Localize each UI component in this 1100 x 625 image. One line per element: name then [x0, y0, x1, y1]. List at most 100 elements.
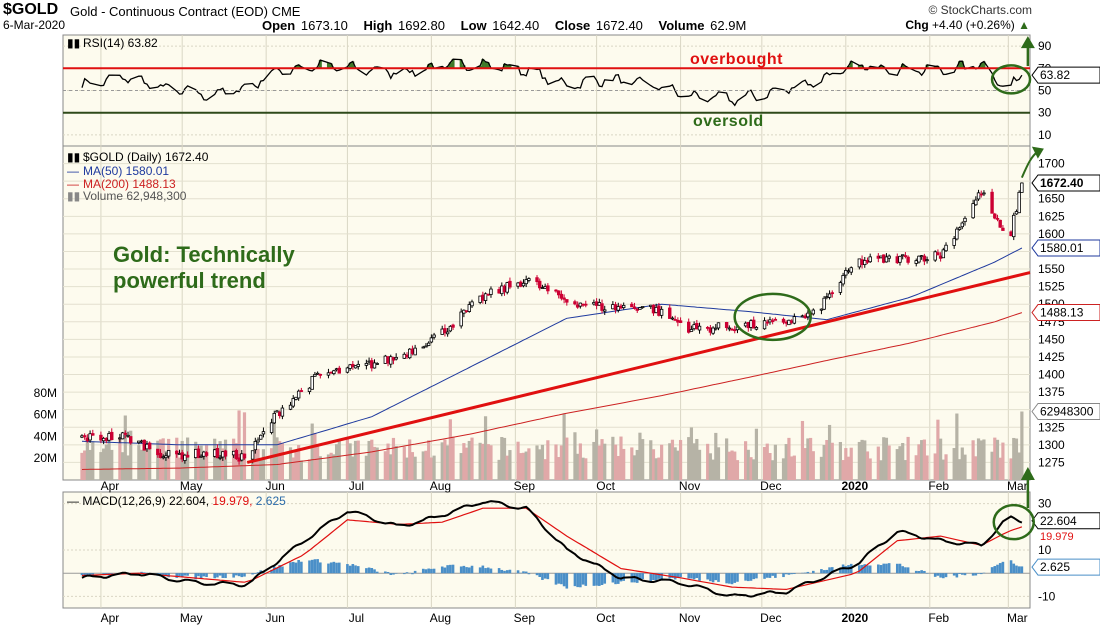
volume-bar	[183, 457, 187, 480]
volume-y-tick-label: 40M	[34, 429, 57, 443]
candle-body	[554, 289, 558, 292]
candle-body	[784, 321, 788, 324]
volume-bar	[316, 445, 320, 480]
volume-bar	[310, 423, 314, 480]
volume-bar	[963, 454, 967, 480]
candle-body	[505, 282, 509, 293]
macd-histogram-bar	[725, 573, 728, 584]
volume-bar	[500, 437, 504, 480]
candle-body	[638, 307, 642, 310]
macd-histogram-bar	[942, 573, 945, 579]
volume-bar	[689, 427, 694, 480]
volume-bar	[242, 412, 247, 480]
macd-histogram-bar	[432, 568, 436, 574]
macd-histogram-bar	[768, 573, 772, 578]
volume-bar	[976, 438, 981, 480]
volume-bar	[762, 447, 767, 480]
macd-histogram-bar	[367, 567, 371, 574]
volume-bar	[773, 444, 777, 480]
candle-body	[421, 346, 425, 349]
macd-histogram-bar	[806, 571, 810, 574]
macd-legend-part: 19.979,	[212, 494, 255, 508]
volume-legend-marker: ▮▮	[67, 189, 80, 203]
volume-y-tick-label: 20M	[34, 451, 57, 465]
ma200-value-label-tag	[1031, 304, 1100, 322]
macd-histogram-bar	[218, 573, 222, 576]
volume-bar	[194, 441, 198, 480]
candle-body	[196, 448, 201, 459]
ma50-legend-marker: —	[67, 164, 79, 178]
macd-histogram-bar	[297, 559, 300, 574]
brand-watermark[interactable]: © StockCharts.com	[928, 3, 1032, 17]
volume-bar	[167, 438, 171, 480]
volume-bar	[156, 440, 160, 480]
candle-body	[575, 304, 580, 308]
macd-histogram-bar	[901, 566, 904, 574]
candle-body	[971, 203, 975, 219]
macd-histogram-bar	[728, 573, 731, 584]
rsi-y-tick-label: 10	[1038, 128, 1052, 142]
candle-body	[957, 227, 962, 230]
candle-body	[654, 306, 658, 314]
candle-body	[768, 319, 772, 323]
candle-body	[275, 410, 279, 413]
candle-body	[535, 277, 539, 283]
candle-body	[481, 294, 485, 301]
candle-body	[256, 439, 260, 443]
candle-body	[600, 303, 604, 311]
macd-histogram-bar	[316, 559, 319, 574]
last-close-label: 1672.40	[1040, 176, 1084, 190]
candle-body	[556, 290, 561, 296]
candle-body	[863, 260, 867, 266]
macd-histogram-bar	[202, 573, 206, 577]
candle-body	[221, 451, 225, 458]
volume-value: 62.9M	[710, 18, 747, 33]
volume-bar	[649, 440, 653, 480]
candle-body	[803, 315, 807, 319]
candle-body	[594, 301, 599, 306]
macd-histogram-bar	[679, 573, 682, 578]
candle-body	[800, 315, 805, 318]
volume-bar	[735, 460, 740, 480]
candle-body	[1012, 214, 1016, 238]
volume-bar	[865, 451, 870, 480]
volume-bar	[611, 436, 615, 480]
volume-bar	[196, 446, 201, 480]
candle-body	[540, 287, 545, 289]
candle-body	[313, 374, 317, 377]
candle-body	[825, 296, 829, 299]
ma50-value-label: 1580.01	[1040, 241, 1084, 255]
candle-body	[538, 280, 542, 289]
volume-bar	[846, 456, 851, 480]
macd-histogram-bar	[468, 567, 471, 574]
macd-histogram-bar	[706, 573, 709, 580]
macd-legend-part: MACD(12,26,9)	[82, 494, 169, 508]
candle-body	[204, 452, 209, 456]
macd-histogram-bar	[481, 565, 485, 574]
volume-bar	[903, 460, 908, 480]
volume-value-label: 62948300	[1040, 405, 1094, 419]
macd-histogram-bar	[652, 573, 655, 581]
candle-body	[126, 434, 130, 437]
macd-histogram-bar	[952, 573, 956, 576]
macd-histogram-bar	[958, 573, 961, 574]
macd-x-tick-label: Nov	[679, 611, 700, 625]
macd-histogram-bar	[256, 572, 260, 574]
macd-histogram-bar	[83, 573, 86, 576]
volume-bar	[410, 452, 415, 480]
macd-histogram-bar	[868, 565, 872, 574]
candle-body	[486, 293, 490, 296]
up-arrow-icon: ▲	[1018, 18, 1030, 32]
price-y-tick-label: 1625	[1038, 209, 1065, 223]
candle-body	[183, 454, 187, 461]
volume-bar	[421, 451, 425, 480]
volume-bar	[383, 451, 387, 480]
candle-body	[429, 337, 434, 343]
candle-body	[990, 191, 994, 214]
candle-body	[670, 317, 675, 320]
volume-bar	[676, 450, 680, 480]
price-y-tick-label: 1275	[1038, 455, 1065, 469]
candle-body	[811, 309, 816, 315]
macd-histogram-bar	[709, 573, 712, 582]
